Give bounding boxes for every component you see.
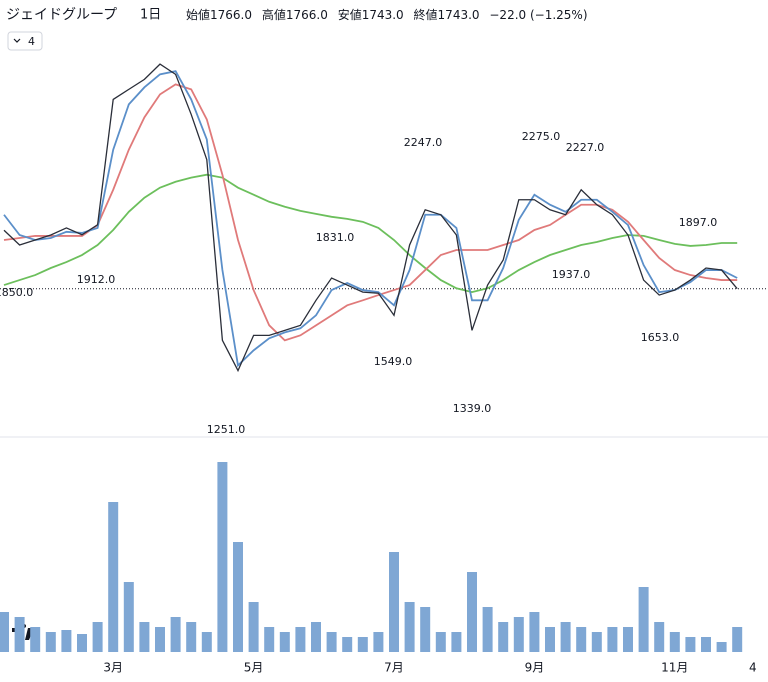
interval[interactable]: 1日 bbox=[140, 8, 161, 23]
price-annotation: 1339.0 bbox=[453, 402, 492, 415]
volume-bar bbox=[279, 632, 290, 652]
price-annotation: 1831.0 bbox=[316, 231, 355, 244]
volume-bar bbox=[61, 630, 72, 652]
price-line bbox=[3, 83, 738, 342]
volume-bar bbox=[638, 587, 649, 652]
ohlc-legend: 始値1766.0 高値1766.0 安値1743.0 終値1743.0 −22.… bbox=[186, 7, 588, 22]
volume-bar bbox=[654, 622, 665, 652]
volume-bar bbox=[404, 602, 415, 652]
volume-bar bbox=[264, 627, 275, 652]
volume-bar bbox=[701, 637, 711, 652]
volume-bar bbox=[716, 642, 727, 652]
price-annotation: 1897.0 bbox=[679, 216, 718, 229]
volume-bar bbox=[342, 637, 353, 652]
x-tick-label: 4 bbox=[749, 661, 757, 675]
volume-bar bbox=[373, 632, 384, 652]
volume-bar bbox=[623, 627, 633, 652]
price-annotation: 1549.0 bbox=[374, 355, 413, 368]
ohlc-label: 始値 bbox=[186, 7, 210, 22]
x-tick-label: 7月 bbox=[384, 661, 404, 675]
volume-bar bbox=[576, 627, 587, 652]
volume-bar bbox=[389, 552, 399, 652]
volume-bar bbox=[77, 634, 87, 652]
volume-bar bbox=[155, 627, 165, 652]
volume-bar bbox=[451, 632, 462, 652]
price-annotation: 1937.0 bbox=[552, 268, 591, 281]
x-tick-label: 5月 bbox=[244, 661, 264, 675]
price-line bbox=[3, 70, 738, 368]
price-annotation: 1653.0 bbox=[641, 331, 680, 344]
volume-bar bbox=[217, 462, 228, 652]
chevron[interactable] bbox=[13, 38, 21, 43]
price-annotation: 1850.0 bbox=[0, 286, 33, 299]
volume-bar bbox=[92, 622, 103, 652]
change: −22.0 (−1.25%) bbox=[489, 8, 587, 22]
volume-bar bbox=[14, 617, 25, 652]
ohlc-label: 高値 bbox=[262, 7, 286, 22]
volume-bar bbox=[186, 622, 197, 652]
volume-bar bbox=[529, 612, 540, 652]
price-annotation: 2227.0 bbox=[566, 141, 605, 154]
price-annotation: 1912.0 bbox=[77, 273, 116, 286]
x-tick-label: 3月 bbox=[103, 661, 123, 675]
indicator-count[interactable]: 4 bbox=[28, 35, 35, 48]
price-annotation: 2275.0 bbox=[522, 130, 561, 143]
volume-bar bbox=[357, 637, 368, 652]
volume-bar bbox=[233, 542, 243, 652]
volume-bar bbox=[170, 617, 181, 652]
price-line bbox=[3, 63, 738, 373]
indicator-toggle[interactable]: 4 bbox=[7, 31, 43, 51]
volume-bar bbox=[591, 632, 602, 652]
volume-bar bbox=[545, 627, 555, 652]
ohlc-value: 1766.0 bbox=[286, 8, 328, 22]
price-annotation: 1251.0 bbox=[207, 423, 246, 436]
chart-title: ジェイドグループ bbox=[6, 7, 117, 23]
x-tick-label: 9月 bbox=[525, 661, 545, 675]
volume-bar bbox=[513, 617, 524, 652]
volume-bar bbox=[0, 612, 9, 652]
volume-bar bbox=[139, 622, 150, 652]
ohlc-value: 1766.0 bbox=[210, 8, 252, 22]
price-annotation: 2247.0 bbox=[404, 136, 443, 149]
volume-bar bbox=[248, 602, 259, 652]
volume-bar bbox=[311, 622, 321, 652]
volume-bar bbox=[45, 632, 56, 652]
volume-bar bbox=[108, 502, 119, 652]
volume-bar bbox=[326, 632, 337, 652]
toggle-box[interactable] bbox=[7, 31, 43, 51]
ohlc-label: 安値 bbox=[338, 7, 362, 22]
price-line bbox=[3, 173, 738, 294]
ohlc-label: 終値 bbox=[414, 7, 438, 22]
volume-bar bbox=[30, 627, 41, 652]
volume-bar bbox=[123, 582, 134, 652]
ohlc-value: 1743.0 bbox=[362, 8, 404, 22]
x-tick-label: 11月 bbox=[661, 661, 688, 675]
volume-bar bbox=[685, 637, 696, 652]
ohlc-value: 1743.0 bbox=[438, 8, 480, 22]
volume-bar bbox=[435, 632, 446, 652]
volume-bar bbox=[201, 632, 212, 652]
volume-bar bbox=[498, 622, 509, 652]
volume-bar bbox=[482, 607, 493, 652]
volume-bar bbox=[420, 607, 431, 652]
volume-bar bbox=[607, 627, 618, 652]
volume-bar bbox=[669, 632, 680, 652]
volume-bar bbox=[560, 622, 571, 652]
volume-bar bbox=[467, 572, 477, 652]
volume-bar bbox=[732, 627, 743, 652]
volume-bar bbox=[295, 627, 306, 652]
